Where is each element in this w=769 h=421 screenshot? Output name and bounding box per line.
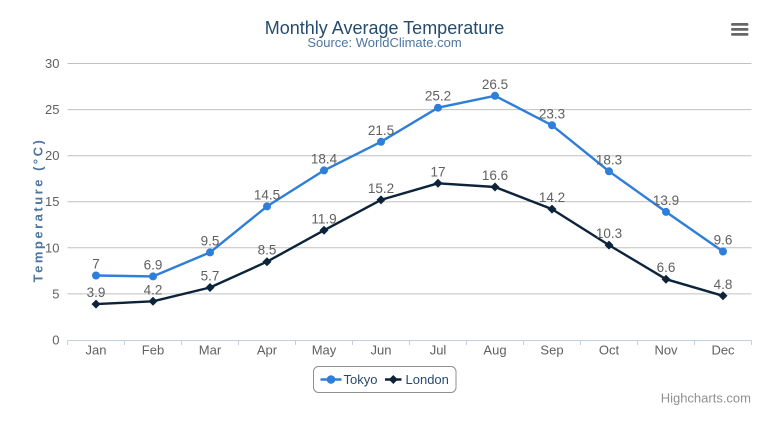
svg-text:Feb: Feb	[142, 343, 164, 358]
svg-text:Apr: Apr	[257, 343, 278, 358]
svg-text:5.7: 5.7	[201, 269, 220, 284]
svg-text:20: 20	[45, 148, 59, 163]
svg-text:26.5: 26.5	[482, 77, 508, 92]
svg-text:7: 7	[92, 257, 100, 272]
svg-text:Source: WorldClimate.com: Source: WorldClimate.com	[307, 35, 461, 50]
svg-text:14.2: 14.2	[539, 190, 565, 205]
svg-text:10: 10	[45, 240, 59, 255]
svg-text:16.6: 16.6	[482, 168, 508, 183]
svg-text:9.6: 9.6	[714, 233, 733, 248]
svg-text:5: 5	[52, 286, 59, 301]
svg-text:13.9: 13.9	[653, 193, 679, 208]
svg-text:15.2: 15.2	[368, 181, 394, 196]
svg-text:Sep: Sep	[540, 343, 563, 358]
svg-text:London: London	[406, 372, 449, 387]
svg-text:15: 15	[45, 194, 59, 209]
svg-text:8.5: 8.5	[258, 243, 277, 258]
svg-text:23.3: 23.3	[539, 106, 565, 121]
svg-text:14.5: 14.5	[254, 187, 280, 202]
svg-text:May: May	[312, 343, 337, 358]
svg-text:Jun: Jun	[371, 343, 392, 358]
svg-text:11.9: 11.9	[311, 211, 336, 226]
svg-text:18.3: 18.3	[596, 152, 622, 167]
svg-text:21.5: 21.5	[368, 123, 394, 138]
svg-text:4.2: 4.2	[144, 282, 163, 297]
svg-text:Jul: Jul	[430, 343, 447, 358]
svg-text:Monthly Average Temperature: Monthly Average Temperature	[265, 18, 504, 38]
svg-text:3.9: 3.9	[87, 285, 106, 300]
svg-text:Mar: Mar	[199, 343, 222, 358]
svg-text:Nov: Nov	[654, 343, 678, 358]
svg-text:Dec: Dec	[711, 343, 735, 358]
svg-text:Temperature (°C): Temperature (°C)	[31, 138, 46, 283]
svg-text:6.9: 6.9	[144, 257, 163, 272]
svg-text:17: 17	[430, 164, 445, 179]
svg-text:0: 0	[52, 333, 59, 348]
svg-text:30: 30	[45, 56, 59, 71]
svg-text:6.6: 6.6	[657, 260, 676, 275]
svg-text:25.2: 25.2	[425, 89, 451, 104]
svg-text:Oct: Oct	[599, 343, 620, 358]
svg-text:9.5: 9.5	[201, 233, 220, 248]
svg-text:18.4: 18.4	[311, 151, 338, 166]
svg-text:25: 25	[45, 102, 59, 117]
svg-text:Highcharts.com: Highcharts.com	[661, 391, 751, 406]
svg-text:Tokyo: Tokyo	[344, 372, 378, 387]
svg-text:Aug: Aug	[483, 343, 506, 358]
svg-text:Jan: Jan	[86, 343, 107, 358]
svg-text:4.8: 4.8	[714, 277, 733, 292]
svg-text:10.3: 10.3	[596, 226, 622, 241]
